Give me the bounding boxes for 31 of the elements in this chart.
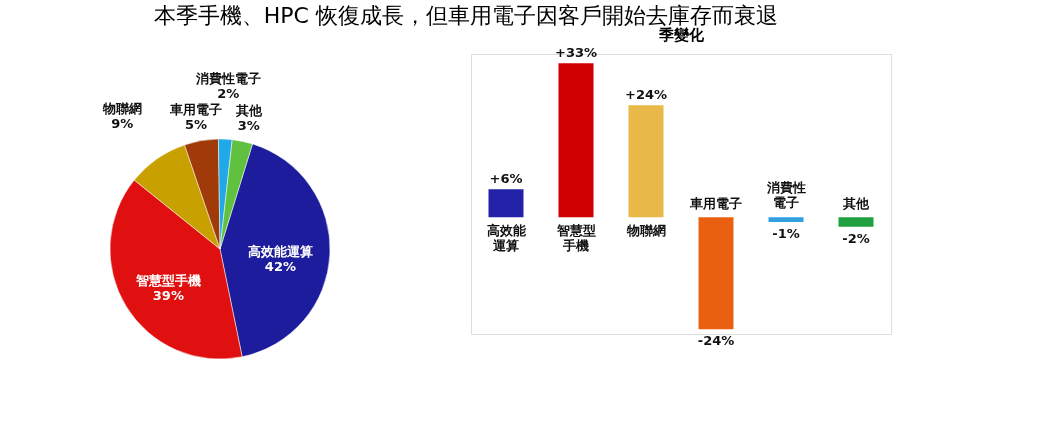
x-tick-label: 車用電子	[689, 196, 742, 212]
bar	[838, 217, 874, 227]
slice-label: 智慧型手機	[134, 272, 201, 288]
data-label: 3%	[237, 118, 260, 134]
data-label: +24%	[624, 87, 668, 103]
data-label: 5%	[184, 117, 208, 133]
data-label: -2%	[842, 230, 870, 246]
x-tick-label: 高效能運算	[486, 223, 527, 254]
data-label: -24%	[697, 333, 735, 349]
bar	[628, 105, 664, 218]
bar	[558, 63, 594, 218]
slice-label: 其他	[234, 103, 263, 119]
slice-label: 消費性電子	[194, 70, 261, 86]
x-tick-label: 消費性電子	[765, 180, 806, 211]
bar	[488, 189, 524, 218]
data-label: +33%	[554, 45, 598, 61]
bar	[698, 217, 734, 330]
data-label: +6%	[489, 171, 523, 187]
slice-label: 物聯網	[101, 101, 142, 117]
slice-label: 車用電子	[169, 102, 223, 118]
data-label: 9%	[111, 116, 134, 132]
data-label: 42%	[264, 258, 296, 274]
text: 本季手機、HPC 恢復成長，但車用電子因客戶開始去庫存而衰退	[153, 2, 778, 28]
data-label: -1%	[772, 226, 800, 241]
data-label: 39%	[152, 287, 184, 303]
x-tick-label: 智慧型手機	[555, 223, 596, 254]
chart-title: 季變化	[657, 26, 705, 45]
x-tick-label: 其他	[842, 196, 870, 212]
data-label: 2%	[217, 85, 240, 101]
bar	[768, 217, 804, 222]
x-tick-label: 物聯網	[625, 223, 666, 239]
